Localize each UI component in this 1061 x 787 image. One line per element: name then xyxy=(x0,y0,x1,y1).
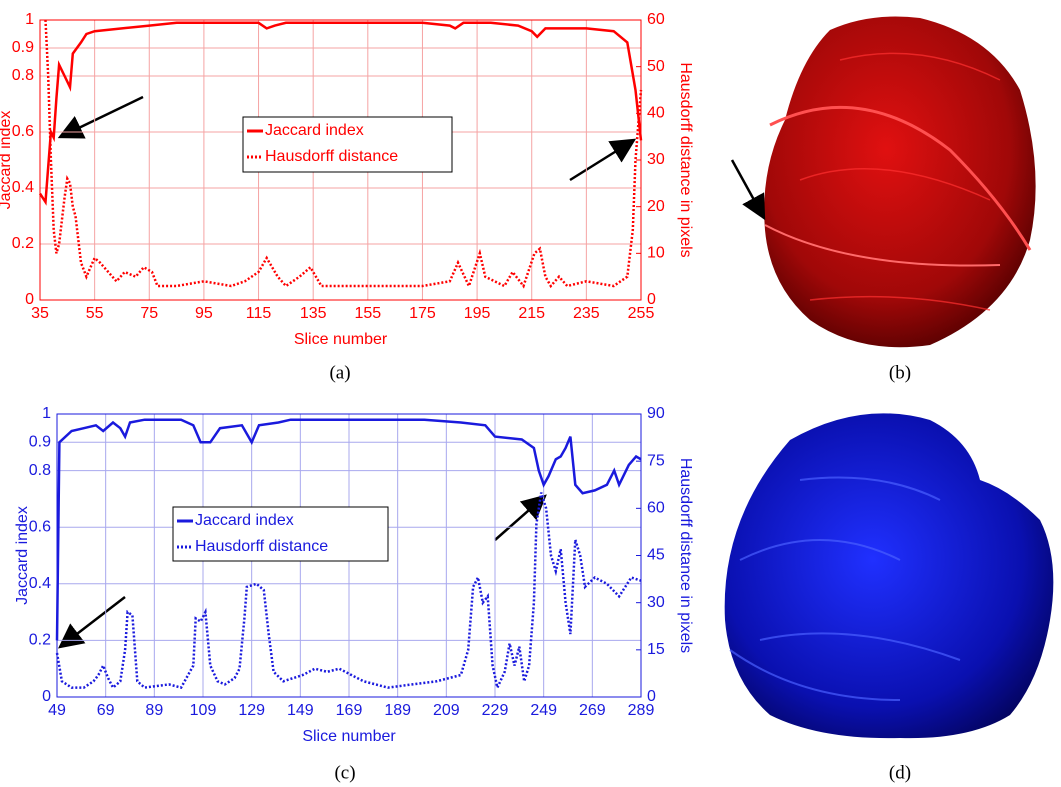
x-tick-label: 189 xyxy=(384,702,411,719)
legend-label: Hausdorff distance xyxy=(265,148,398,165)
y2-tick-label: 15 xyxy=(647,641,665,658)
y-tick-label: 0.4 xyxy=(12,179,34,196)
legend-label: Hausdorff distance xyxy=(195,538,328,555)
y-tick-label: 1 xyxy=(25,11,34,28)
panel-label: (d) xyxy=(889,762,911,783)
x-tick-label: 95 xyxy=(195,305,213,322)
y2-tick-label: 30 xyxy=(647,151,665,168)
y2-axis-label: Hausdorff distance in pixels xyxy=(677,458,694,653)
x-tick-label: 215 xyxy=(518,305,545,322)
y-axis-label: Jaccard index xyxy=(14,506,31,605)
panel-label: (a) xyxy=(329,362,350,383)
y-tick-label: 0.6 xyxy=(12,123,34,140)
x-tick-label: 89 xyxy=(145,702,163,719)
x-tick-label: 195 xyxy=(464,305,491,322)
y2-axis-label: Hausdorff distance in pixels xyxy=(677,62,694,257)
y2-tick-label: 0 xyxy=(647,688,656,705)
arrow xyxy=(495,496,545,540)
y-tick-label: 0.8 xyxy=(12,67,34,84)
x-axis-label: Slice number xyxy=(302,728,396,745)
y-tick-label: 0 xyxy=(25,291,34,308)
y2-tick-label: 60 xyxy=(647,11,665,28)
y-tick-label: 0.4 xyxy=(29,575,51,592)
x-tick-label: 135 xyxy=(300,305,327,322)
y2-tick-label: 0 xyxy=(647,291,656,308)
x-tick-label: 75 xyxy=(140,305,158,322)
arrow xyxy=(60,97,143,137)
y-tick-label: 0.6 xyxy=(29,518,51,535)
x-tick-label: 229 xyxy=(482,702,509,719)
y2-tick-label: 45 xyxy=(647,547,665,564)
x-tick-label: 169 xyxy=(336,702,363,719)
x-tick-label: 69 xyxy=(97,702,115,719)
render-red xyxy=(732,17,1036,348)
legend-label: Jaccard index xyxy=(195,512,294,529)
y2-tick-label: 90 xyxy=(647,405,665,422)
x-tick-label: 249 xyxy=(530,702,557,719)
data-line xyxy=(40,23,641,202)
y-axis-label: Jaccard index xyxy=(0,111,14,210)
arrow xyxy=(570,140,634,180)
x-tick-label: 155 xyxy=(354,305,381,322)
y-tick-label: 0.8 xyxy=(29,462,51,479)
y2-tick-label: 10 xyxy=(647,245,665,262)
x-tick-label: 209 xyxy=(433,702,460,719)
x-tick-label: 109 xyxy=(190,702,217,719)
render-blue xyxy=(725,413,1054,738)
y2-tick-label: 30 xyxy=(647,594,665,611)
y-tick-label: 0.2 xyxy=(12,235,34,252)
y2-tick-label: 40 xyxy=(647,105,665,122)
x-tick-label: 129 xyxy=(238,702,265,719)
y-tick-label: 0 xyxy=(42,688,51,705)
x-tick-label: 149 xyxy=(287,702,314,719)
y-tick-label: 0.9 xyxy=(12,39,34,56)
y2-tick-label: 20 xyxy=(647,198,665,215)
x-tick-label: 175 xyxy=(409,305,436,322)
panel-label: (c) xyxy=(334,762,355,783)
y-tick-label: 1 xyxy=(42,405,51,422)
y2-tick-label: 75 xyxy=(647,452,665,469)
y-tick-label: 0.9 xyxy=(29,434,51,451)
y2-tick-label: 60 xyxy=(647,500,665,517)
panel-label: (b) xyxy=(889,362,911,383)
x-tick-label: 235 xyxy=(573,305,600,322)
arrow xyxy=(60,597,125,647)
x-tick-label: 115 xyxy=(246,305,272,322)
y-tick-label: 0.2 xyxy=(29,632,51,649)
x-tick-label: 269 xyxy=(579,702,606,719)
x-axis-label: Slice number xyxy=(294,331,388,348)
x-tick-label: 55 xyxy=(86,305,104,322)
figure: (a) (b) (c) (d) 355575951151351551751952… xyxy=(0,0,1061,787)
legend-label: Jaccard index xyxy=(265,122,364,139)
y2-tick-label: 50 xyxy=(647,58,665,75)
